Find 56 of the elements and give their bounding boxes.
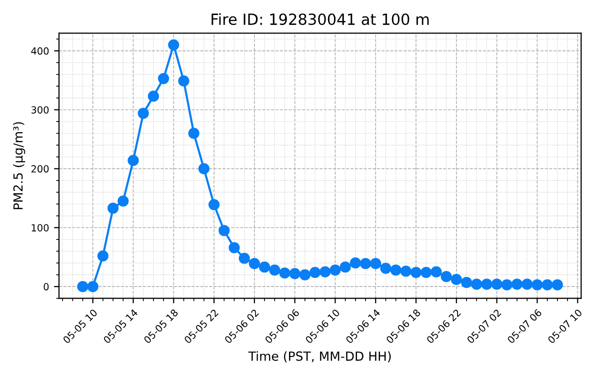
point <box>248 258 260 270</box>
point <box>532 279 543 290</box>
point <box>208 199 220 210</box>
point <box>400 266 412 277</box>
point <box>269 264 280 276</box>
point <box>218 225 230 236</box>
point <box>77 281 88 292</box>
y-axis-title: PM2.5 (µg/m³) <box>13 122 26 210</box>
point <box>522 278 533 290</box>
point <box>309 266 321 278</box>
chart-title: Fire ID: 192830041 at 100 m <box>212 13 429 26</box>
point <box>471 278 482 290</box>
y-tick-label: 0 <box>44 283 49 290</box>
point <box>258 262 270 273</box>
point <box>350 257 361 269</box>
point <box>511 278 523 290</box>
point <box>552 279 563 290</box>
x-axis-title: Time (PST, MM-DD HH) <box>248 351 391 362</box>
point <box>228 242 240 254</box>
point <box>380 262 392 274</box>
point <box>279 267 290 279</box>
point <box>128 154 139 166</box>
point <box>289 268 300 280</box>
y-tick-label: 400 <box>31 47 49 55</box>
point <box>299 269 310 280</box>
point <box>198 163 210 174</box>
point <box>450 274 462 286</box>
point <box>107 202 119 214</box>
point <box>148 90 159 102</box>
point <box>238 252 250 264</box>
point <box>430 266 442 278</box>
point <box>320 266 331 278</box>
point <box>340 262 351 273</box>
point <box>178 75 190 86</box>
point <box>370 258 382 270</box>
point <box>330 264 341 276</box>
point <box>118 196 129 207</box>
point <box>188 128 200 139</box>
point <box>481 278 492 290</box>
y-tick-label: 200 <box>31 165 49 173</box>
y-tick-label: 300 <box>31 106 49 114</box>
point <box>410 266 422 278</box>
point <box>460 276 472 288</box>
point <box>542 279 553 290</box>
point <box>87 281 98 292</box>
point <box>138 108 149 119</box>
y-tick-label: 100 <box>32 224 49 232</box>
point <box>158 72 170 84</box>
point <box>491 278 502 290</box>
point <box>420 266 432 278</box>
point <box>168 39 180 50</box>
point <box>501 279 512 290</box>
point <box>360 258 372 270</box>
point <box>97 250 108 262</box>
point <box>390 264 402 276</box>
point <box>440 270 452 282</box>
